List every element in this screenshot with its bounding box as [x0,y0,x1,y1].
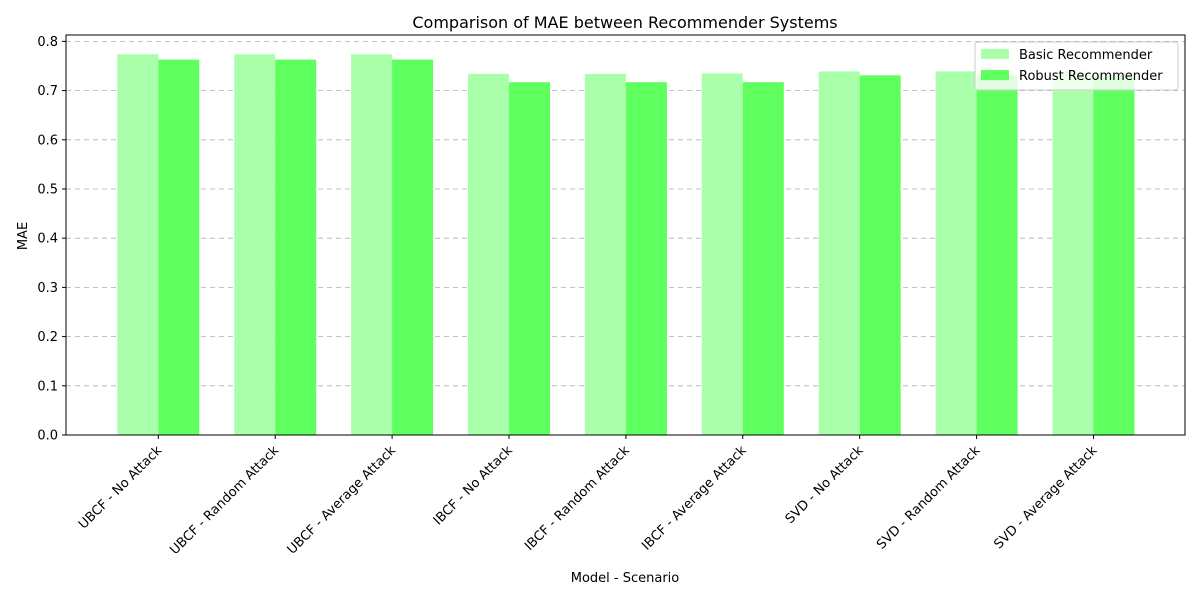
bar-robust-recommender [625,82,667,435]
chart-title: Comparison of MAE between Recommender Sy… [412,13,837,32]
bars [117,54,1135,436]
bar-robust-recommender [859,75,901,435]
bar-basic-recommender [1052,71,1094,436]
x-tick-label: SVD - Random Attack [874,443,984,553]
bar-basic-recommender [818,71,860,436]
bar-basic-recommender [935,71,977,436]
y-tick-label: 0.2 [37,330,58,345]
y-tick-label: 0.0 [37,429,58,444]
bar-basic-recommender [117,54,159,435]
legend-label-robust: Robust Recommender [1019,69,1163,84]
bar-basic-recommender [234,54,276,435]
legend-box [974,41,1179,91]
bar-robust-recommender [158,59,200,435]
legend-label-basic: Basic Recommender [1019,48,1153,63]
x-tick-label: IBCF - No Attack [431,443,516,528]
bar-basic-recommender [584,73,626,436]
y-tick-label: 0.4 [37,232,58,247]
y-tick-label: 0.8 [37,35,58,50]
x-axis: UBCF - No Attack UBCF - Random Attack UBCF… [76,435,1101,558]
bar-basic-recommender [351,54,393,435]
x-axis-label: Model - Scenario [571,571,680,586]
x-tick-label: UBCF - Random Attack [167,443,282,558]
bar-robust-recommender [1093,75,1135,435]
bar-robust-recommender [976,75,1018,435]
legend-swatch-basic [981,49,1009,59]
bar-robust-recommender [509,82,550,435]
legend-swatch-robust [981,70,1009,80]
bar-robust-recommender [742,82,784,435]
x-tick-label: UBCF - No Attack [76,443,165,532]
x-tick-label: SVD - No Attack [783,443,867,527]
y-tick-label: 0.1 [37,379,58,394]
bar-basic-recommender [468,73,509,436]
bar-robust-recommender [275,59,317,435]
legend: Basic Recommender Robust Recommender [974,41,1179,91]
y-axis: 0.0 0.1 0.2 0.3 0.4 0.5 0.6 0.7 0.8 [37,35,66,444]
bar-robust-recommender [392,59,434,435]
x-tick-label: IBCF - Average Attack [639,443,750,554]
x-tick-label: SVD - Average Attack [991,443,1100,552]
x-tick-label: IBCF - Random Attack [522,443,633,554]
y-tick-label: 0.6 [37,133,58,148]
bar-basic-recommender [701,73,743,436]
y-tick-label: 0.3 [37,281,58,296]
x-tick-label: UBCF - Average Attack [285,443,400,558]
y-tick-label: 0.5 [37,182,58,197]
y-tick-label: 0.7 [37,84,58,99]
y-axis-label: MAE [16,222,31,250]
